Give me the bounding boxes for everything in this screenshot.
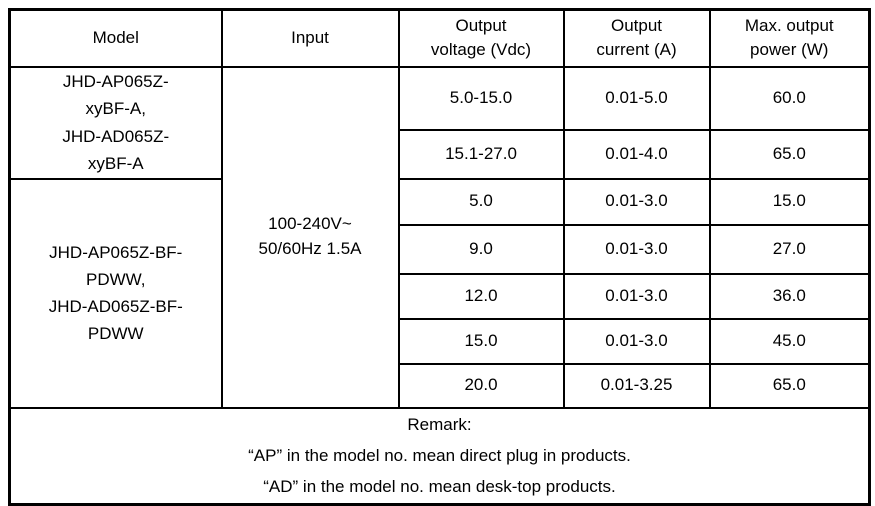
voltage-cell-3: 5.0 bbox=[397, 177, 565, 226]
voltage-cell-5: 12.0 bbox=[397, 272, 565, 320]
current-cell-3: 0.01-3.0 bbox=[562, 177, 711, 226]
voltage-cell-4: 9.0 bbox=[397, 223, 565, 275]
table-row: 12.0 0.01-3.0 36.0 bbox=[10, 272, 871, 320]
current-cell-4: 0.01-3.0 bbox=[562, 223, 711, 275]
voltage-cell-6: 15.0 bbox=[397, 317, 565, 365]
model-group-2-cell: JHD-AP065Z-BF- PDWW, JHD-AD065Z-BF- PDWW bbox=[8, 177, 223, 409]
voltage-cell-2: 15.1-27.0 bbox=[397, 128, 565, 180]
spec-table: Model Input Output voltage (Vdc) Output … bbox=[8, 8, 871, 506]
header-input: Input bbox=[220, 8, 400, 68]
power-cell-3: 15.0 bbox=[708, 177, 871, 226]
remark-text: Remark: “AP” in the model no. mean direc… bbox=[8, 406, 871, 506]
current-cell-7: 0.01-3.25 bbox=[562, 362, 711, 409]
power-cell-1: 60.0 bbox=[708, 65, 871, 131]
header-row: Model Input Output voltage (Vdc) Output … bbox=[8, 8, 871, 68]
power-cell-4: 27.0 bbox=[708, 223, 871, 275]
table-row: 9.0 0.01-3.0 27.0 bbox=[10, 223, 871, 275]
header-output-voltage: Output voltage (Vdc) bbox=[397, 8, 565, 68]
header-output-current: Output current (A) bbox=[562, 8, 711, 68]
table-row: 20.0 0.01-3.25 65.0 bbox=[10, 362, 871, 409]
current-cell-1: 0.01-5.0 bbox=[562, 65, 711, 131]
current-cell-2: 0.01-4.0 bbox=[562, 128, 711, 180]
power-cell-2: 65.0 bbox=[708, 128, 871, 180]
current-cell-6: 0.01-3.0 bbox=[562, 317, 711, 365]
input-cell: 100-240V~ 50/60Hz 1.5A bbox=[220, 65, 400, 409]
power-cell-7: 65.0 bbox=[708, 362, 871, 409]
header-model: Model bbox=[8, 8, 223, 68]
table-row: 15.0 0.01-3.0 45.0 bbox=[10, 317, 871, 365]
table-row: JHD-AP065Z- xyBF-A, JHD-AD065Z- xyBF-A 1… bbox=[8, 65, 871, 409]
table-row: JHD-AP065Z-BF- PDWW, JHD-AD065Z-BF- PDWW… bbox=[8, 177, 871, 409]
remark-row: Remark: “AP” in the model no. mean direc… bbox=[8, 406, 871, 506]
model-group-1-cell: JHD-AP065Z- xyBF-A, JHD-AD065Z- xyBF-A bbox=[8, 65, 223, 180]
voltage-cell-1: 5.0-15.0 bbox=[397, 65, 565, 131]
table-row: 15.1-27.0 0.01-4.0 65.0 bbox=[10, 128, 871, 180]
power-cell-5: 36.0 bbox=[708, 272, 871, 320]
voltage-cell-7: 20.0 bbox=[397, 362, 565, 409]
power-cell-6: 45.0 bbox=[708, 317, 871, 365]
current-cell-5: 0.01-3.0 bbox=[562, 272, 711, 320]
header-max-output-power: Max. output power (W) bbox=[708, 8, 871, 68]
